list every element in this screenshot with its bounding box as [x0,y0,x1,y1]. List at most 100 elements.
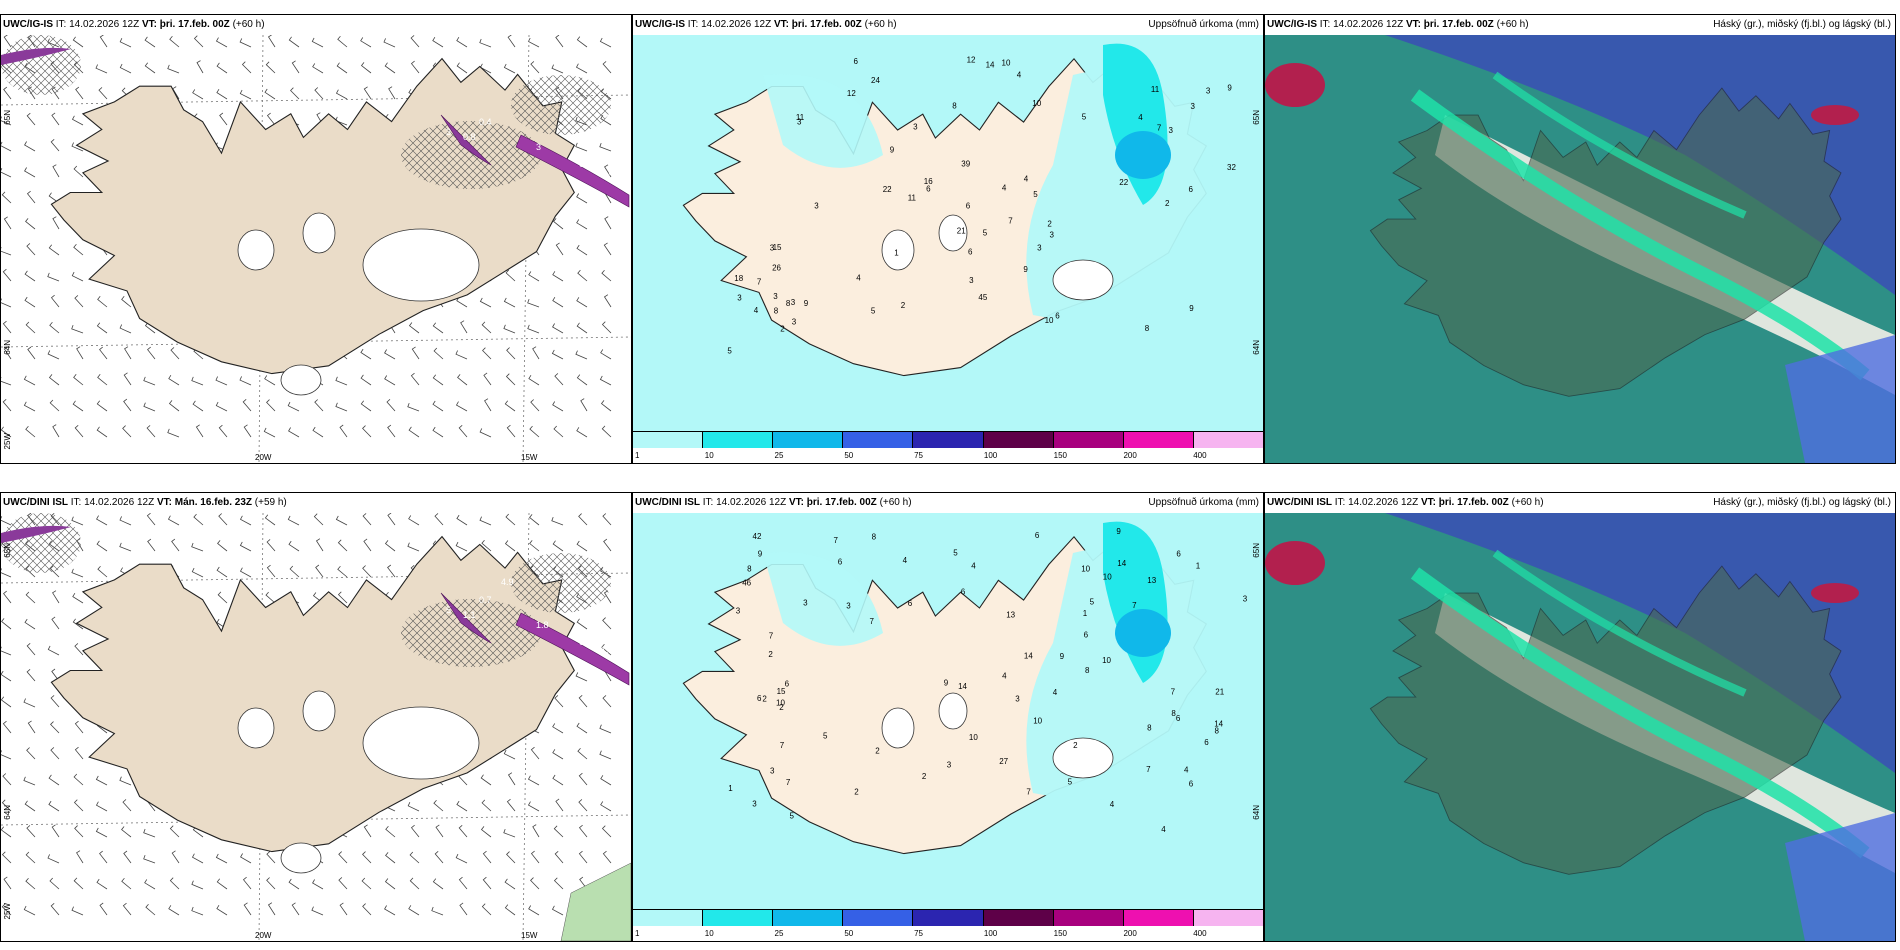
high-cloud-edge [1410,567,1870,859]
wind-barb [147,538,156,552]
legend-label: 150 [1053,451,1068,460]
mid-cloud-area [1385,513,1895,773]
precip-amount: 10 [1032,99,1041,108]
wind-barb [49,321,60,334]
precip-amount: 42 [753,532,762,541]
wind-barb [48,192,60,204]
wind-barb [143,402,156,412]
precip-amount: 6 [1189,185,1194,194]
precip-amount: 6 [966,202,971,211]
wind-barb [482,850,492,864]
wind-barb [576,540,588,552]
wind-barb [144,62,156,74]
wind-barb [265,591,276,604]
wind-barb [363,824,372,838]
wind-barb [96,515,108,526]
precip-streak [515,134,630,208]
wind-barb [23,698,36,708]
panel-header: UWC/IG-IS IT: 14.02.2026 12Z VT: þri. 17… [1265,15,1895,35]
wind-barb [216,566,228,578]
wind-barb [312,63,324,74]
precip-amount: 3 [1169,126,1174,135]
wind-barb [362,425,372,438]
wind-barb [267,902,276,916]
wind-barb [576,322,588,334]
wind-barb [147,346,156,360]
wind-barb [1,247,12,256]
glacier [302,212,336,254]
wind-barb [339,424,348,438]
wind-barb [192,400,204,412]
precip-amount: 14 [958,682,967,691]
wind-barb [1,426,12,438]
wind-barb [52,216,60,230]
wind-barb [3,35,12,48]
wind-barb [311,37,324,48]
precip-amount: 3 [770,767,775,776]
precip-streak [440,592,492,644]
panel-header: UWC/DINI ISL IT: 14.02.2026 12Z VT: Mán.… [1,493,631,513]
legend-swatch [703,432,774,448]
wind-barb [603,538,612,552]
wind-barb [98,87,108,100]
wind-barb [47,350,60,360]
precip-amount: 12 [847,89,856,98]
wind-barb [338,877,348,890]
wind-barb [170,347,180,360]
wind-barb [99,346,108,360]
precip-value: 1.1 [601,645,614,655]
wind-barb [601,321,612,334]
wind-barb [578,694,588,708]
wind-barb [480,774,492,786]
wind-barb [456,514,468,526]
glacier [237,229,275,271]
precip-amount: 11 [796,113,805,122]
legend-label: 1 [635,451,640,460]
wind-barb [530,850,540,864]
legend-label: 200 [1123,451,1137,460]
wind-barb [23,776,36,786]
wind-barb [169,877,180,890]
precip-amount: 27 [999,757,1008,766]
wind-barb [410,60,420,74]
precip-amount: 3 [1206,86,1211,95]
wind-barb [503,828,516,838]
longitude-line [258,35,264,463]
wind-barb [410,372,420,386]
wind-barb [601,825,612,838]
wind-barb [455,541,468,552]
precip-amount: 21 [957,226,966,235]
wind-barb [484,398,492,412]
wind-barb [2,720,12,734]
wind-barb [191,567,204,578]
wind-barb [479,428,492,438]
it-label: IT: [1334,497,1346,508]
wind-barb [552,540,564,552]
wind-barb [171,850,180,864]
valid-time: þri. 17.feb. 00Z [806,497,877,508]
wind-barb [602,850,612,864]
legend-label: 1 [635,929,640,938]
wind-barb [26,642,36,656]
lon-label: 20W [255,453,272,462]
wind-barb [123,850,132,864]
wind-barb [458,424,468,438]
precip-amount: 10 [1103,573,1112,582]
wind-barb [575,350,588,360]
precip-amount: 9 [758,550,763,559]
precip-amount: 7 [1132,601,1137,610]
wind-barb [74,643,84,656]
wind-barb [122,902,132,916]
wind-barb [216,904,228,916]
precip-amount: 6 [838,558,843,567]
wind-barb [25,591,36,604]
model-name: UWC/IG-IS [635,19,685,30]
precip-amount: 2 [768,650,773,659]
wind-barb [1,851,12,864]
precip-amount: 13 [1147,576,1156,585]
wind-barb [143,376,156,386]
iceland-landmass [1369,87,1842,397]
precip-value: 0.9 [579,159,592,169]
precip-amount: 5 [790,812,795,821]
wind-barb [387,564,396,578]
